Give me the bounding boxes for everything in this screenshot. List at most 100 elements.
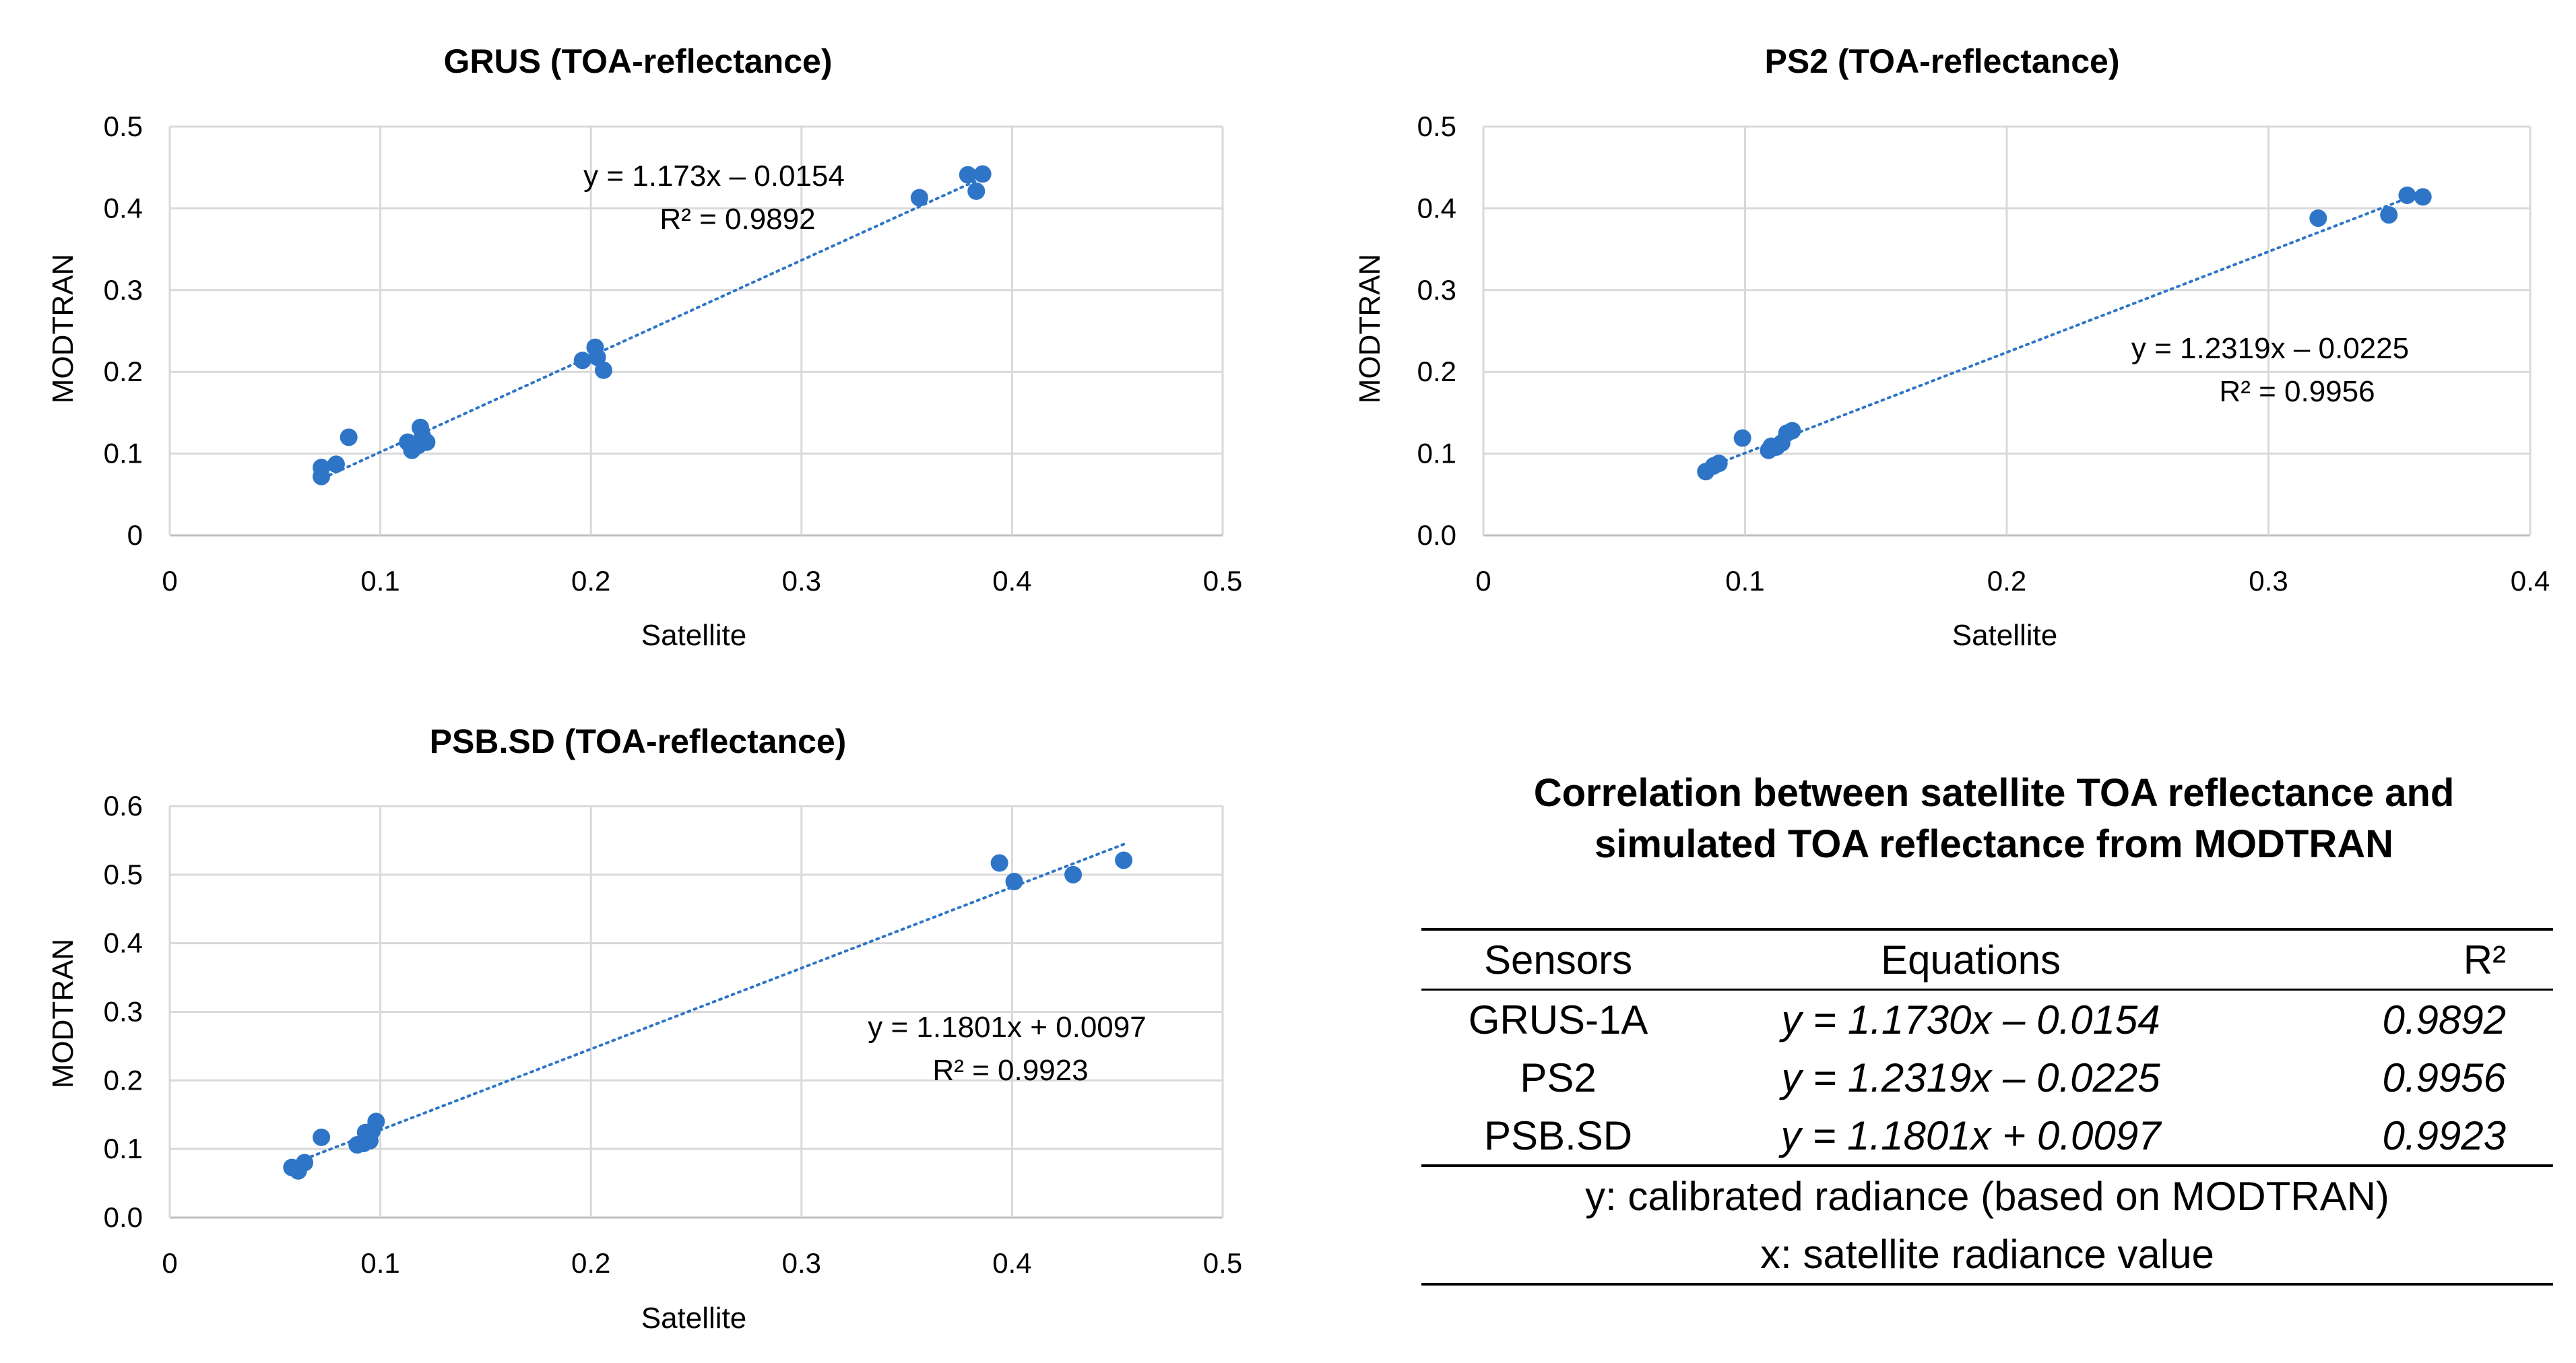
grus-scatter-chart: GRUS (TOA-reflectance) 0 0.1 0.2 0.3 0.4 0.5 0… — [46, 42, 1242, 652]
summary-title-line-1: Correlation between satellite TOA reflec… — [1533, 771, 2455, 815]
y-tick-label: 0.0 — [104, 1201, 143, 1233]
y-tick-label: 0.5 — [104, 110, 143, 142]
x-tick-label: 0.1 — [1725, 565, 1764, 597]
y-axis-label: MODTRAN — [1353, 254, 1386, 403]
x-tick-label: 0.4 — [992, 1247, 1031, 1279]
chart-title: GRUS (TOA-reflectance) — [444, 42, 833, 80]
header-equations: Equations — [1881, 937, 2061, 983]
data-point — [296, 1154, 314, 1172]
note-x-definition: x: satellite radiance value — [1760, 1231, 2214, 1277]
sensor-cell: GRUS-1A — [1468, 997, 1648, 1042]
header-r-squared: R² — [2463, 937, 2506, 983]
x-tick-label: 0.3 — [782, 1247, 821, 1279]
data-point — [2309, 209, 2327, 227]
data-point — [973, 165, 992, 183]
y-tick-label: 0.5 — [104, 859, 143, 890]
x-tick-label: 0 — [1475, 565, 1491, 597]
y-tick-label: 0.0 — [1417, 519, 1456, 551]
trendline-r-squared: R² = 0.9956 — [2219, 375, 2375, 408]
x-tick-label: 0.3 — [2249, 565, 2288, 597]
table-note-row: y: calibrated radiance (based on MODTRAN… — [1421, 1166, 2553, 1225]
y-tick-label: 0.1 — [104, 438, 143, 469]
x-tick-label: 0.5 — [1203, 1247, 1242, 1279]
r-squared-cell: 0.9892 — [2382, 997, 2506, 1042]
y-tick-label: 0.1 — [1417, 438, 1456, 469]
x-tick-label: 0.1 — [360, 565, 399, 597]
y-tick-label: 0.3 — [1417, 274, 1456, 306]
ps2-scatter-chart: PS2 (TOA-reflectance) 0.0 0.1 0.2 0.3 0.4 0.5… — [1353, 42, 2550, 652]
y-tick-label: 0.4 — [104, 192, 143, 224]
equation-cell: y = 1.2319x – 0.0225 — [1781, 1055, 2160, 1100]
y-tick-label: 0.2 — [104, 1064, 143, 1096]
x-tick-label: 0 — [162, 1247, 177, 1279]
trendline-equation: y = 1.173x – 0.0154 — [583, 160, 845, 193]
summary-title-line-2: simulated TOA reflectance from MODTRAN — [1595, 822, 2393, 866]
y-tick-label: 0.6 — [104, 790, 143, 822]
summary-title-block: Correlation between satellite TOA reflec… — [1421, 768, 2567, 870]
chart-title: PS2 (TOA-reflectance) — [1764, 42, 2119, 80]
data-point — [573, 352, 591, 370]
psb-sd-scatter-chart: PSB.SD (TOA-reflectance) 0.0 0.1 0.2 0.3 0.4… — [46, 723, 1242, 1335]
y-axis-label: MODTRAN — [46, 254, 79, 403]
trendline — [290, 841, 1130, 1166]
y-tick-label: 0.3 — [104, 274, 143, 306]
y-tick-label: 0.1 — [104, 1133, 143, 1164]
data-point — [910, 189, 928, 207]
data-point — [2380, 206, 2398, 224]
data-point — [1733, 429, 1751, 447]
data-point — [327, 455, 345, 473]
equations-table: Sensors Equations R² GRUS-1A y = 1.1730x… — [1421, 928, 2553, 1286]
data-point — [313, 467, 331, 486]
y-tick-label: 0.5 — [1417, 110, 1456, 142]
trendline — [1704, 189, 2427, 470]
x-tick-label: 0.2 — [571, 1247, 610, 1279]
y-tick-label: 0.3 — [104, 996, 143, 1028]
trendline-equation: y = 1.2319x – 0.0225 — [2131, 332, 2409, 365]
table-note-row: x: satellite radiance value — [1421, 1225, 2553, 1284]
data-point — [1115, 851, 1133, 869]
x-tick-label: 0.4 — [2511, 565, 2550, 597]
data-point — [967, 182, 986, 200]
data-point — [313, 1128, 331, 1146]
x-tick-label: 0 — [162, 565, 177, 597]
chart-title: PSB.SD (TOA-reflectance) — [430, 723, 847, 760]
equation-cell: y = 1.1801x + 0.0097 — [1780, 1112, 2161, 1158]
data-point — [990, 854, 1008, 872]
y-tick-label: 0.4 — [104, 927, 143, 959]
table-row: PSB.SD y = 1.1801x + 0.0097 0.9923 — [1421, 1106, 2553, 1166]
x-tick-label: 0.2 — [571, 565, 610, 597]
equation-cell: y = 1.1730x – 0.0154 — [1781, 997, 2160, 1042]
x-axis-label: Satellite — [1952, 619, 2058, 652]
data-point — [418, 433, 436, 451]
y-tick-label: 0.2 — [104, 356, 143, 387]
y-tick-label: 0.4 — [1417, 192, 1456, 224]
x-tick-label: 0.5 — [1203, 565, 1242, 597]
x-tick-label: 0.2 — [1987, 565, 2026, 597]
data-point — [2414, 188, 2432, 206]
data-point — [594, 361, 612, 379]
data-point — [1710, 455, 1728, 473]
r-squared-cell: 0.9956 — [2382, 1055, 2506, 1100]
data-point — [1005, 873, 1023, 891]
y-axis-label: MODTRAN — [46, 939, 79, 1088]
x-axis-label: Satellite — [641, 619, 747, 652]
data-point — [367, 1112, 385, 1131]
table-header-row: Sensors Equations R² — [1421, 929, 2553, 990]
table-row: PS2 y = 1.2319x – 0.0225 0.9956 — [1421, 1049, 2553, 1106]
data-point — [959, 166, 977, 184]
x-axis-label: Satellite — [641, 1302, 747, 1335]
data-point — [588, 348, 606, 366]
data-point — [2398, 186, 2416, 204]
trendline-equation: y = 1.1801x + 0.0097 — [868, 1011, 1146, 1044]
y-tick-label: 0.2 — [1417, 356, 1456, 387]
sensor-cell: PS2 — [1520, 1055, 1597, 1100]
trendline-r-squared: R² = 0.9923 — [932, 1054, 1088, 1087]
data-point — [340, 428, 358, 446]
sensor-cell: PSB.SD — [1484, 1112, 1633, 1158]
trendline-r-squared: R² = 0.9892 — [659, 203, 815, 236]
x-tick-label: 0.3 — [782, 565, 821, 597]
x-tick-label: 0.4 — [992, 565, 1031, 597]
header-sensors: Sensors — [1484, 937, 1633, 983]
data-point — [1783, 422, 1801, 440]
table-row: GRUS-1A y = 1.1730x – 0.0154 0.9892 — [1421, 990, 2553, 1049]
